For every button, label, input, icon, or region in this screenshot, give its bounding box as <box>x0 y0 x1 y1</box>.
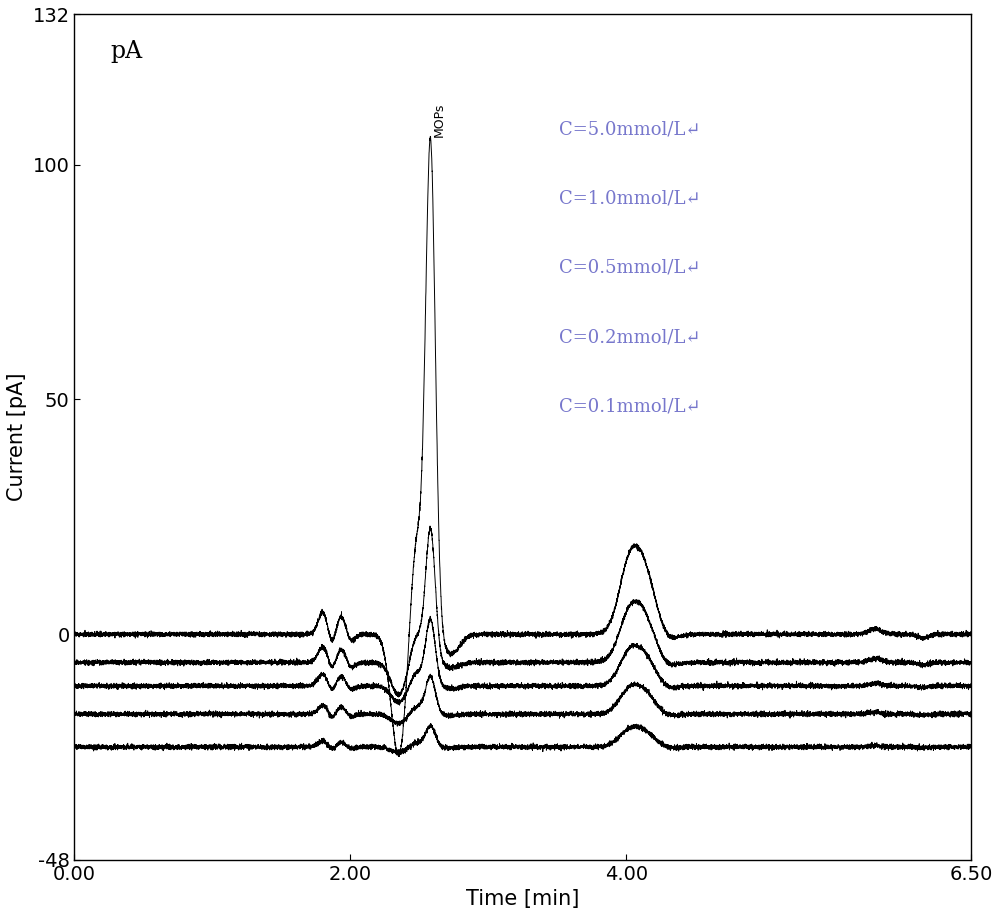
Text: C=0.1mmol/L↵: C=0.1mmol/L↵ <box>559 398 700 415</box>
Text: C=5.0mmol/L↵: C=5.0mmol/L↵ <box>559 120 700 138</box>
X-axis label: Time [min]: Time [min] <box>466 889 580 909</box>
Text: C=1.0mmol/L↵: C=1.0mmol/L↵ <box>559 190 700 207</box>
Text: pA: pA <box>110 39 142 63</box>
Y-axis label: Current [pA]: Current [pA] <box>7 373 27 501</box>
Text: C=0.2mmol/L↵: C=0.2mmol/L↵ <box>559 328 700 346</box>
Text: MOPs: MOPs <box>433 103 446 136</box>
Text: C=0.5mmol/L↵: C=0.5mmol/L↵ <box>559 258 700 277</box>
